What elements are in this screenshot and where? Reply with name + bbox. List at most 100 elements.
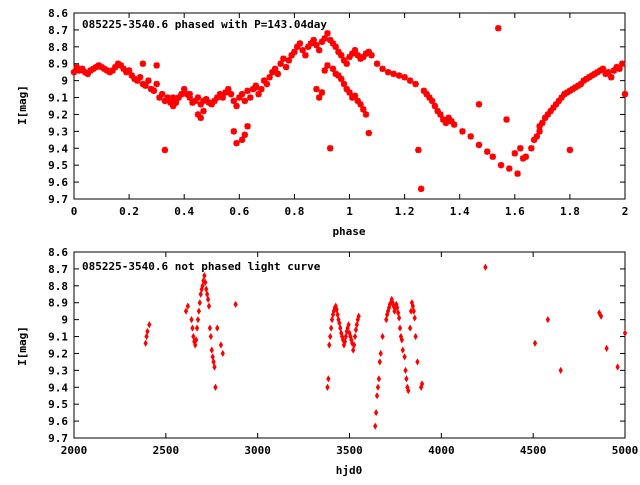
data-point	[379, 65, 386, 72]
data-point	[415, 358, 420, 366]
data-point	[153, 80, 160, 88]
data-point	[310, 36, 317, 44]
data-point	[413, 332, 418, 341]
data-point	[205, 290, 210, 298]
data-point	[450, 121, 458, 128]
data-point	[145, 77, 152, 84]
data-point	[233, 102, 240, 110]
y-tick-label: 9	[61, 314, 68, 327]
x-tick-label: 1.8	[560, 205, 580, 218]
data-point	[605, 68, 612, 76]
data-point	[431, 102, 439, 110]
data-point	[194, 324, 200, 332]
data-point	[189, 316, 194, 324]
data-point	[198, 290, 203, 298]
data-point	[175, 94, 182, 101]
data-point	[539, 119, 546, 127]
data-point	[536, 128, 543, 135]
y-tick-label: 9.1	[48, 331, 68, 344]
chart-title: 085225-3540.6 phased with P=143.04day	[82, 18, 327, 31]
data-point	[271, 65, 279, 72]
data-point	[434, 107, 441, 115]
data-point	[604, 344, 609, 352]
data-point	[206, 302, 212, 310]
y-tick-label: 9.4	[48, 381, 68, 394]
data-point	[313, 85, 320, 93]
data-point	[373, 409, 379, 417]
data-point	[112, 63, 119, 71]
data-point	[483, 263, 488, 271]
data-point	[200, 282, 205, 290]
data-point	[417, 185, 425, 193]
y-tick-label: 8.9	[48, 58, 68, 71]
data-point	[327, 145, 334, 152]
data-point	[288, 52, 295, 59]
data-point	[407, 324, 413, 332]
data-point	[334, 305, 339, 314]
data-point	[79, 65, 86, 72]
data-point	[403, 366, 408, 374]
data-point	[343, 332, 348, 341]
data-point	[423, 90, 430, 98]
data-point	[467, 133, 474, 140]
data-point	[208, 101, 215, 108]
y-tick-label: 9.7	[48, 193, 68, 206]
data-point	[475, 101, 483, 108]
data-point	[511, 150, 518, 157]
x-tick-label: 0.4	[174, 205, 194, 218]
y-tick-label: 9.2	[48, 347, 68, 360]
data-point	[204, 285, 209, 293]
x-axis-label: phase	[332, 225, 365, 238]
data-point	[408, 307, 414, 315]
y-tick-label: 9.4	[48, 142, 68, 155]
data-point	[396, 309, 401, 317]
data-point	[489, 153, 496, 160]
x-tick-label: 4000	[428, 444, 455, 457]
data-point	[241, 131, 249, 138]
data-point	[230, 97, 237, 105]
data-point	[329, 65, 337, 72]
data-point	[328, 332, 333, 341]
data-point	[291, 48, 298, 56]
data-point	[346, 53, 353, 61]
data-point	[327, 36, 334, 44]
data-point	[351, 92, 359, 100]
data-point	[186, 94, 193, 101]
data-point	[169, 102, 177, 110]
data-point	[211, 97, 218, 105]
data-point	[84, 70, 91, 78]
data-point	[321, 67, 328, 74]
data-point	[555, 97, 563, 105]
data-point	[622, 329, 628, 337]
data-point	[230, 128, 237, 135]
y-axis-label: I[mag]	[16, 326, 29, 366]
data-point	[244, 87, 251, 94]
data-point	[216, 90, 224, 98]
data-point	[109, 67, 116, 74]
data-point	[220, 349, 225, 358]
data-point	[252, 84, 260, 91]
data-point	[70, 68, 78, 76]
data-point	[346, 89, 353, 96]
data-point	[244, 123, 251, 130]
data-point	[459, 128, 466, 135]
data-point	[354, 52, 361, 59]
data-point	[598, 312, 604, 320]
data-point	[599, 65, 607, 72]
data-point	[376, 375, 382, 383]
data-point	[616, 65, 623, 72]
data-point	[519, 155, 527, 162]
data-point	[161, 146, 169, 154]
y-tick-label: 9.5	[48, 398, 68, 411]
plot-frame	[73, 12, 626, 200]
data-point	[274, 70, 282, 78]
data-point	[365, 48, 372, 56]
data-point	[193, 341, 198, 349]
data-point	[191, 332, 196, 341]
y-tick-label: 9.3	[48, 125, 68, 138]
data-point	[209, 346, 214, 354]
data-point	[326, 375, 331, 383]
data-point	[203, 96, 210, 103]
data-point	[190, 324, 195, 332]
